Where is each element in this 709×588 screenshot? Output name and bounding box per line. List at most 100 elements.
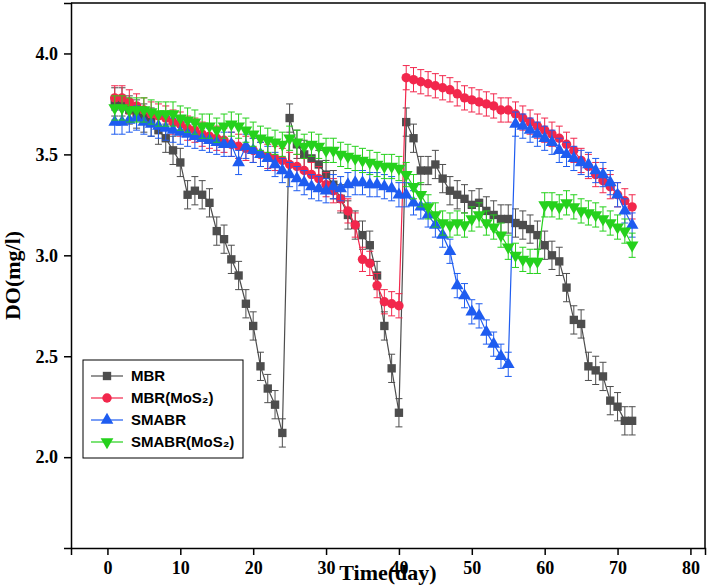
marker	[438, 174, 446, 182]
marker	[497, 215, 505, 223]
error-bar	[446, 177, 453, 205]
marker	[473, 309, 486, 320]
x-tick-label: 30	[318, 558, 336, 578]
marker	[234, 271, 242, 279]
marker	[431, 160, 439, 168]
marker	[343, 206, 352, 215]
marker	[555, 257, 563, 265]
error-bar	[425, 156, 432, 184]
marker	[584, 362, 592, 370]
x-tick-label: 10	[172, 558, 190, 578]
marker	[548, 251, 556, 259]
error-bar	[454, 181, 461, 209]
error-bar	[199, 181, 206, 209]
series-line	[115, 118, 632, 364]
marker	[417, 166, 425, 174]
marker	[626, 242, 639, 253]
marker	[570, 316, 578, 324]
marker	[183, 191, 191, 199]
x-tick: 80	[682, 548, 700, 578]
marker	[606, 396, 614, 404]
marker	[351, 221, 359, 229]
series-line	[115, 78, 632, 306]
marker	[618, 227, 631, 238]
error-bar	[629, 407, 636, 435]
y-tick-mark	[64, 53, 71, 55]
marker	[205, 199, 213, 207]
x-tick-label: 60	[536, 558, 554, 578]
x-tick-label: 80	[682, 558, 700, 578]
y-tick: 4.0	[36, 44, 72, 64]
marker	[519, 221, 527, 229]
error-bar	[505, 205, 512, 233]
series	[111, 88, 637, 447]
marker	[582, 157, 595, 168]
marker	[546, 135, 559, 146]
marker	[220, 235, 228, 243]
y-tick-mark	[64, 255, 71, 257]
marker	[269, 157, 282, 168]
marker	[191, 187, 199, 195]
x-tick-label: 20	[245, 558, 263, 578]
error-bar	[221, 225, 228, 253]
error-bar	[592, 356, 599, 384]
x-tick-mark	[690, 548, 692, 555]
marker	[402, 118, 410, 126]
error-bar	[257, 352, 264, 380]
x-tick: 0	[103, 548, 112, 578]
x-tick-label: 70	[609, 558, 627, 578]
marker	[540, 241, 548, 249]
legend-box	[83, 360, 243, 458]
marker	[395, 409, 403, 417]
marker	[366, 241, 374, 249]
marker	[400, 171, 413, 182]
plot-frame	[71, 3, 705, 548]
y-tick-mark	[64, 457, 71, 459]
marker	[628, 417, 636, 425]
x-tick-mark	[326, 548, 328, 555]
y-tick-label: 3.5	[36, 145, 59, 165]
y-tick-mark	[64, 356, 71, 358]
x-tick: 30	[318, 548, 336, 578]
marker	[592, 366, 600, 374]
y-axis-line	[64, 4, 72, 549]
marker	[526, 225, 534, 233]
marker	[198, 191, 206, 199]
error-bar	[381, 312, 388, 340]
marker	[460, 195, 468, 203]
error-bar	[548, 241, 555, 269]
chart: 010203040506070802.02.53.03.54.0Time(day…	[0, 0, 709, 588]
error-bar	[585, 352, 592, 380]
y-axis: 2.0 2.5 3.0 3.5 4.0	[36, 4, 72, 549]
marker	[276, 141, 289, 152]
marker	[627, 202, 636, 211]
y-tick-label: 2.5	[36, 347, 59, 367]
x-tick: 60	[536, 548, 554, 578]
marker	[414, 191, 427, 202]
error-bar	[527, 215, 534, 243]
error-bar	[614, 393, 621, 421]
marker	[531, 258, 544, 269]
marker	[487, 337, 500, 348]
marker	[285, 114, 293, 122]
y-tick: 2.0	[36, 447, 72, 467]
error-bar	[191, 177, 198, 205]
marker	[480, 325, 493, 336]
marker	[613, 403, 621, 411]
marker	[232, 155, 245, 166]
marker	[458, 221, 471, 232]
x-tick-label: 0	[103, 558, 112, 578]
error-bar	[519, 211, 526, 239]
y-tick: 2.5	[36, 347, 72, 367]
marker	[444, 244, 457, 255]
marker	[385, 181, 398, 192]
y-tick-label: 3.0	[36, 246, 59, 266]
marker	[504, 215, 512, 223]
marker	[372, 281, 381, 290]
legend-marker	[102, 393, 111, 402]
x-tick-mark	[472, 548, 474, 555]
error-bar	[541, 231, 548, 259]
series-line	[115, 108, 632, 261]
error-bar	[578, 310, 585, 338]
marker	[495, 349, 508, 360]
